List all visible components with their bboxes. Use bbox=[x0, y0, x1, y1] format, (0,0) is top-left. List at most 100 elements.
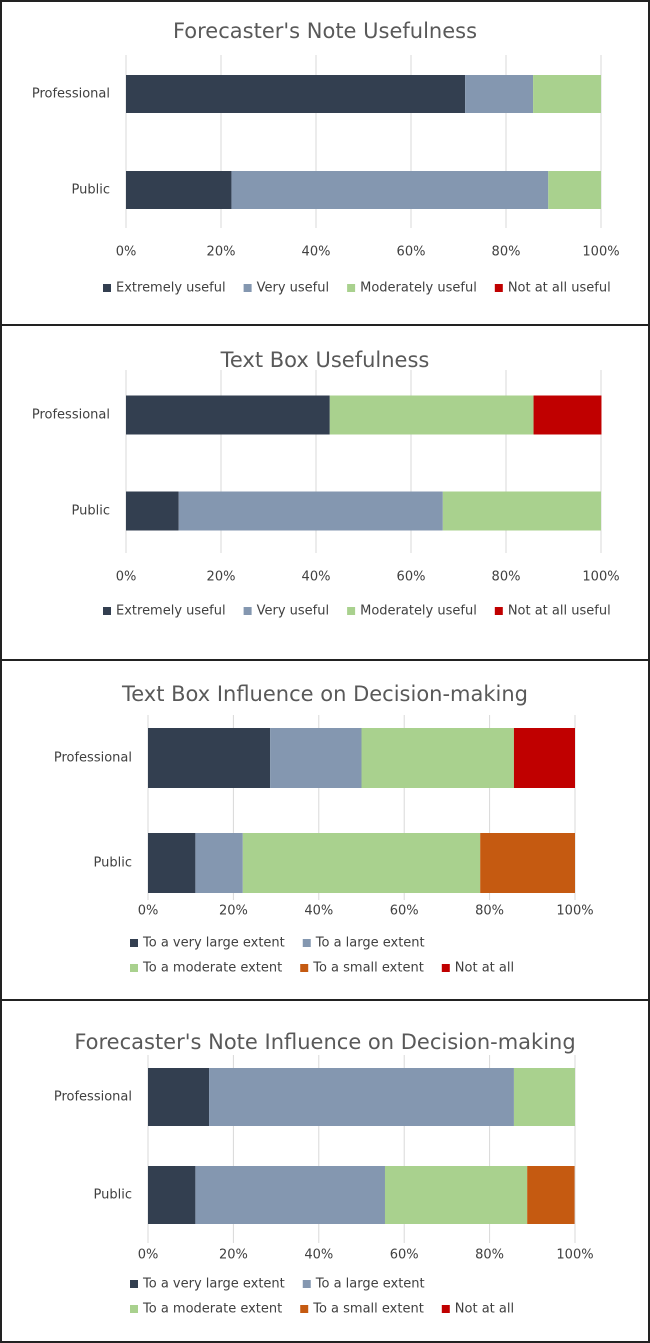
x-tick-label: 80% bbox=[492, 245, 521, 260]
bar-segment bbox=[231, 171, 549, 209]
y-tick-label: Professional bbox=[54, 1090, 132, 1105]
legend-label: Not at all bbox=[455, 1302, 514, 1317]
legend-swatch bbox=[243, 284, 252, 292]
legend-label: Extremely useful bbox=[116, 281, 226, 296]
legend-swatch bbox=[130, 1280, 138, 1288]
legend-label: Moderately useful bbox=[360, 281, 477, 296]
legend-label: To a large extent bbox=[315, 936, 425, 951]
chart: Text Box Usefulness 0% 20% 40% 60% 80% 100% Pro… bbox=[32, 348, 620, 619]
chart: Text Box Influence on Decision-making 0% 2… bbox=[54, 682, 594, 976]
legend-label: To a moderate extent bbox=[142, 1302, 282, 1317]
bar-segment bbox=[513, 1068, 575, 1126]
legend-swatch bbox=[243, 607, 252, 615]
y-tick-label: Public bbox=[72, 183, 110, 198]
legend-label: To a small extent bbox=[312, 1302, 424, 1317]
x-tick-label: 60% bbox=[390, 904, 419, 919]
bar-segment bbox=[533, 75, 601, 113]
legend-swatch bbox=[103, 607, 111, 615]
bar-segment bbox=[148, 1068, 210, 1126]
legend-swatch bbox=[347, 284, 356, 292]
x-tick-label: 80% bbox=[492, 570, 521, 585]
bar-segment bbox=[178, 491, 443, 531]
legend-label: To a large extent bbox=[315, 1277, 425, 1292]
x-tick-label: 100% bbox=[556, 904, 593, 919]
legend-label: Not at all useful bbox=[508, 281, 611, 296]
x-tick-label: 100% bbox=[556, 1248, 593, 1263]
chart-title: Forecaster's Note Usefulness bbox=[173, 19, 477, 43]
y-tick-label: Public bbox=[94, 856, 132, 871]
y-tick-label: Professional bbox=[54, 751, 132, 766]
legend-label: To a very large extent bbox=[142, 936, 285, 951]
chart-title: Text Box Influence on Decision-making bbox=[121, 682, 528, 706]
x-tick-label: 0% bbox=[138, 904, 159, 919]
chart-title: Forecaster's Note Influence on Decision-… bbox=[74, 1030, 575, 1054]
bar-segment bbox=[329, 395, 534, 435]
bar-segment bbox=[548, 171, 601, 209]
bar-segment bbox=[148, 833, 196, 893]
legend-label: Not at all useful bbox=[508, 604, 611, 619]
legend-swatch bbox=[441, 1305, 450, 1313]
bar-segment bbox=[270, 728, 362, 788]
legend-swatch bbox=[103, 284, 111, 292]
bar-segment bbox=[209, 1068, 514, 1126]
x-tick-label: 40% bbox=[302, 570, 331, 585]
x-tick-label: 20% bbox=[207, 570, 236, 585]
x-tick-label: 80% bbox=[475, 1248, 504, 1263]
x-tick-label: 60% bbox=[397, 245, 426, 260]
bar-segment bbox=[126, 75, 466, 113]
x-tick-label: 0% bbox=[138, 1248, 159, 1263]
legend-label: To a very large extent bbox=[142, 1277, 285, 1292]
legend-swatch bbox=[441, 964, 450, 972]
bar-segment bbox=[442, 491, 601, 531]
legend-swatch bbox=[347, 607, 356, 615]
legend-label: Very useful bbox=[257, 281, 330, 296]
y-tick-label: Professional bbox=[32, 408, 110, 423]
bar-segment bbox=[126, 395, 330, 435]
bar-segment bbox=[480, 833, 575, 893]
bar-segment bbox=[126, 491, 179, 531]
x-tick-label: 0% bbox=[116, 245, 137, 260]
y-tick-label: Public bbox=[72, 504, 110, 519]
legend-label: Extremely useful bbox=[116, 604, 226, 619]
legend-label: To a moderate extent bbox=[142, 961, 282, 976]
legend-swatch bbox=[130, 1305, 138, 1313]
y-tick-label: Professional bbox=[32, 87, 110, 102]
x-tick-label: 60% bbox=[390, 1248, 419, 1263]
bar-segment bbox=[527, 1166, 575, 1224]
bar-segment bbox=[195, 833, 243, 893]
x-tick-label: 20% bbox=[219, 1248, 248, 1263]
x-tick-label: 20% bbox=[207, 245, 236, 260]
legend-swatch bbox=[494, 607, 503, 615]
legend-label: Very useful bbox=[257, 604, 330, 619]
x-tick-label: 40% bbox=[302, 245, 331, 260]
x-tick-label: 80% bbox=[475, 904, 504, 919]
chart: Forecaster's Note Influence on Decision-… bbox=[54, 1030, 594, 1317]
legend-swatch bbox=[130, 964, 138, 972]
chart: Forecaster's Note Usefulness 0% 20% 40% 60% 8… bbox=[32, 19, 620, 296]
x-tick-label: 40% bbox=[304, 1248, 333, 1263]
x-tick-label: 0% bbox=[116, 570, 137, 585]
x-tick-label: 60% bbox=[397, 570, 426, 585]
x-tick-label: 100% bbox=[582, 245, 619, 260]
bar-segment bbox=[361, 728, 514, 788]
bar-segment bbox=[513, 728, 575, 788]
legend-label: To a small extent bbox=[312, 961, 424, 976]
legend-swatch bbox=[300, 1305, 309, 1313]
bar-segment bbox=[465, 75, 534, 113]
bar-segment bbox=[195, 1166, 385, 1224]
x-tick-label: 100% bbox=[582, 570, 619, 585]
legend-label: Not at all bbox=[455, 961, 514, 976]
legend-swatch bbox=[302, 1280, 311, 1288]
bar-segment bbox=[533, 395, 602, 435]
x-tick-label: 40% bbox=[304, 904, 333, 919]
bar-segment bbox=[148, 728, 271, 788]
bar-segment bbox=[242, 833, 481, 893]
legend-label: Moderately useful bbox=[360, 604, 477, 619]
bar-segment bbox=[148, 1166, 196, 1224]
legend-swatch bbox=[302, 939, 311, 947]
bar-segment bbox=[384, 1166, 528, 1224]
legend-swatch bbox=[130, 939, 138, 947]
chart-title: Text Box Usefulness bbox=[220, 348, 430, 372]
y-tick-label: Public bbox=[94, 1188, 132, 1203]
